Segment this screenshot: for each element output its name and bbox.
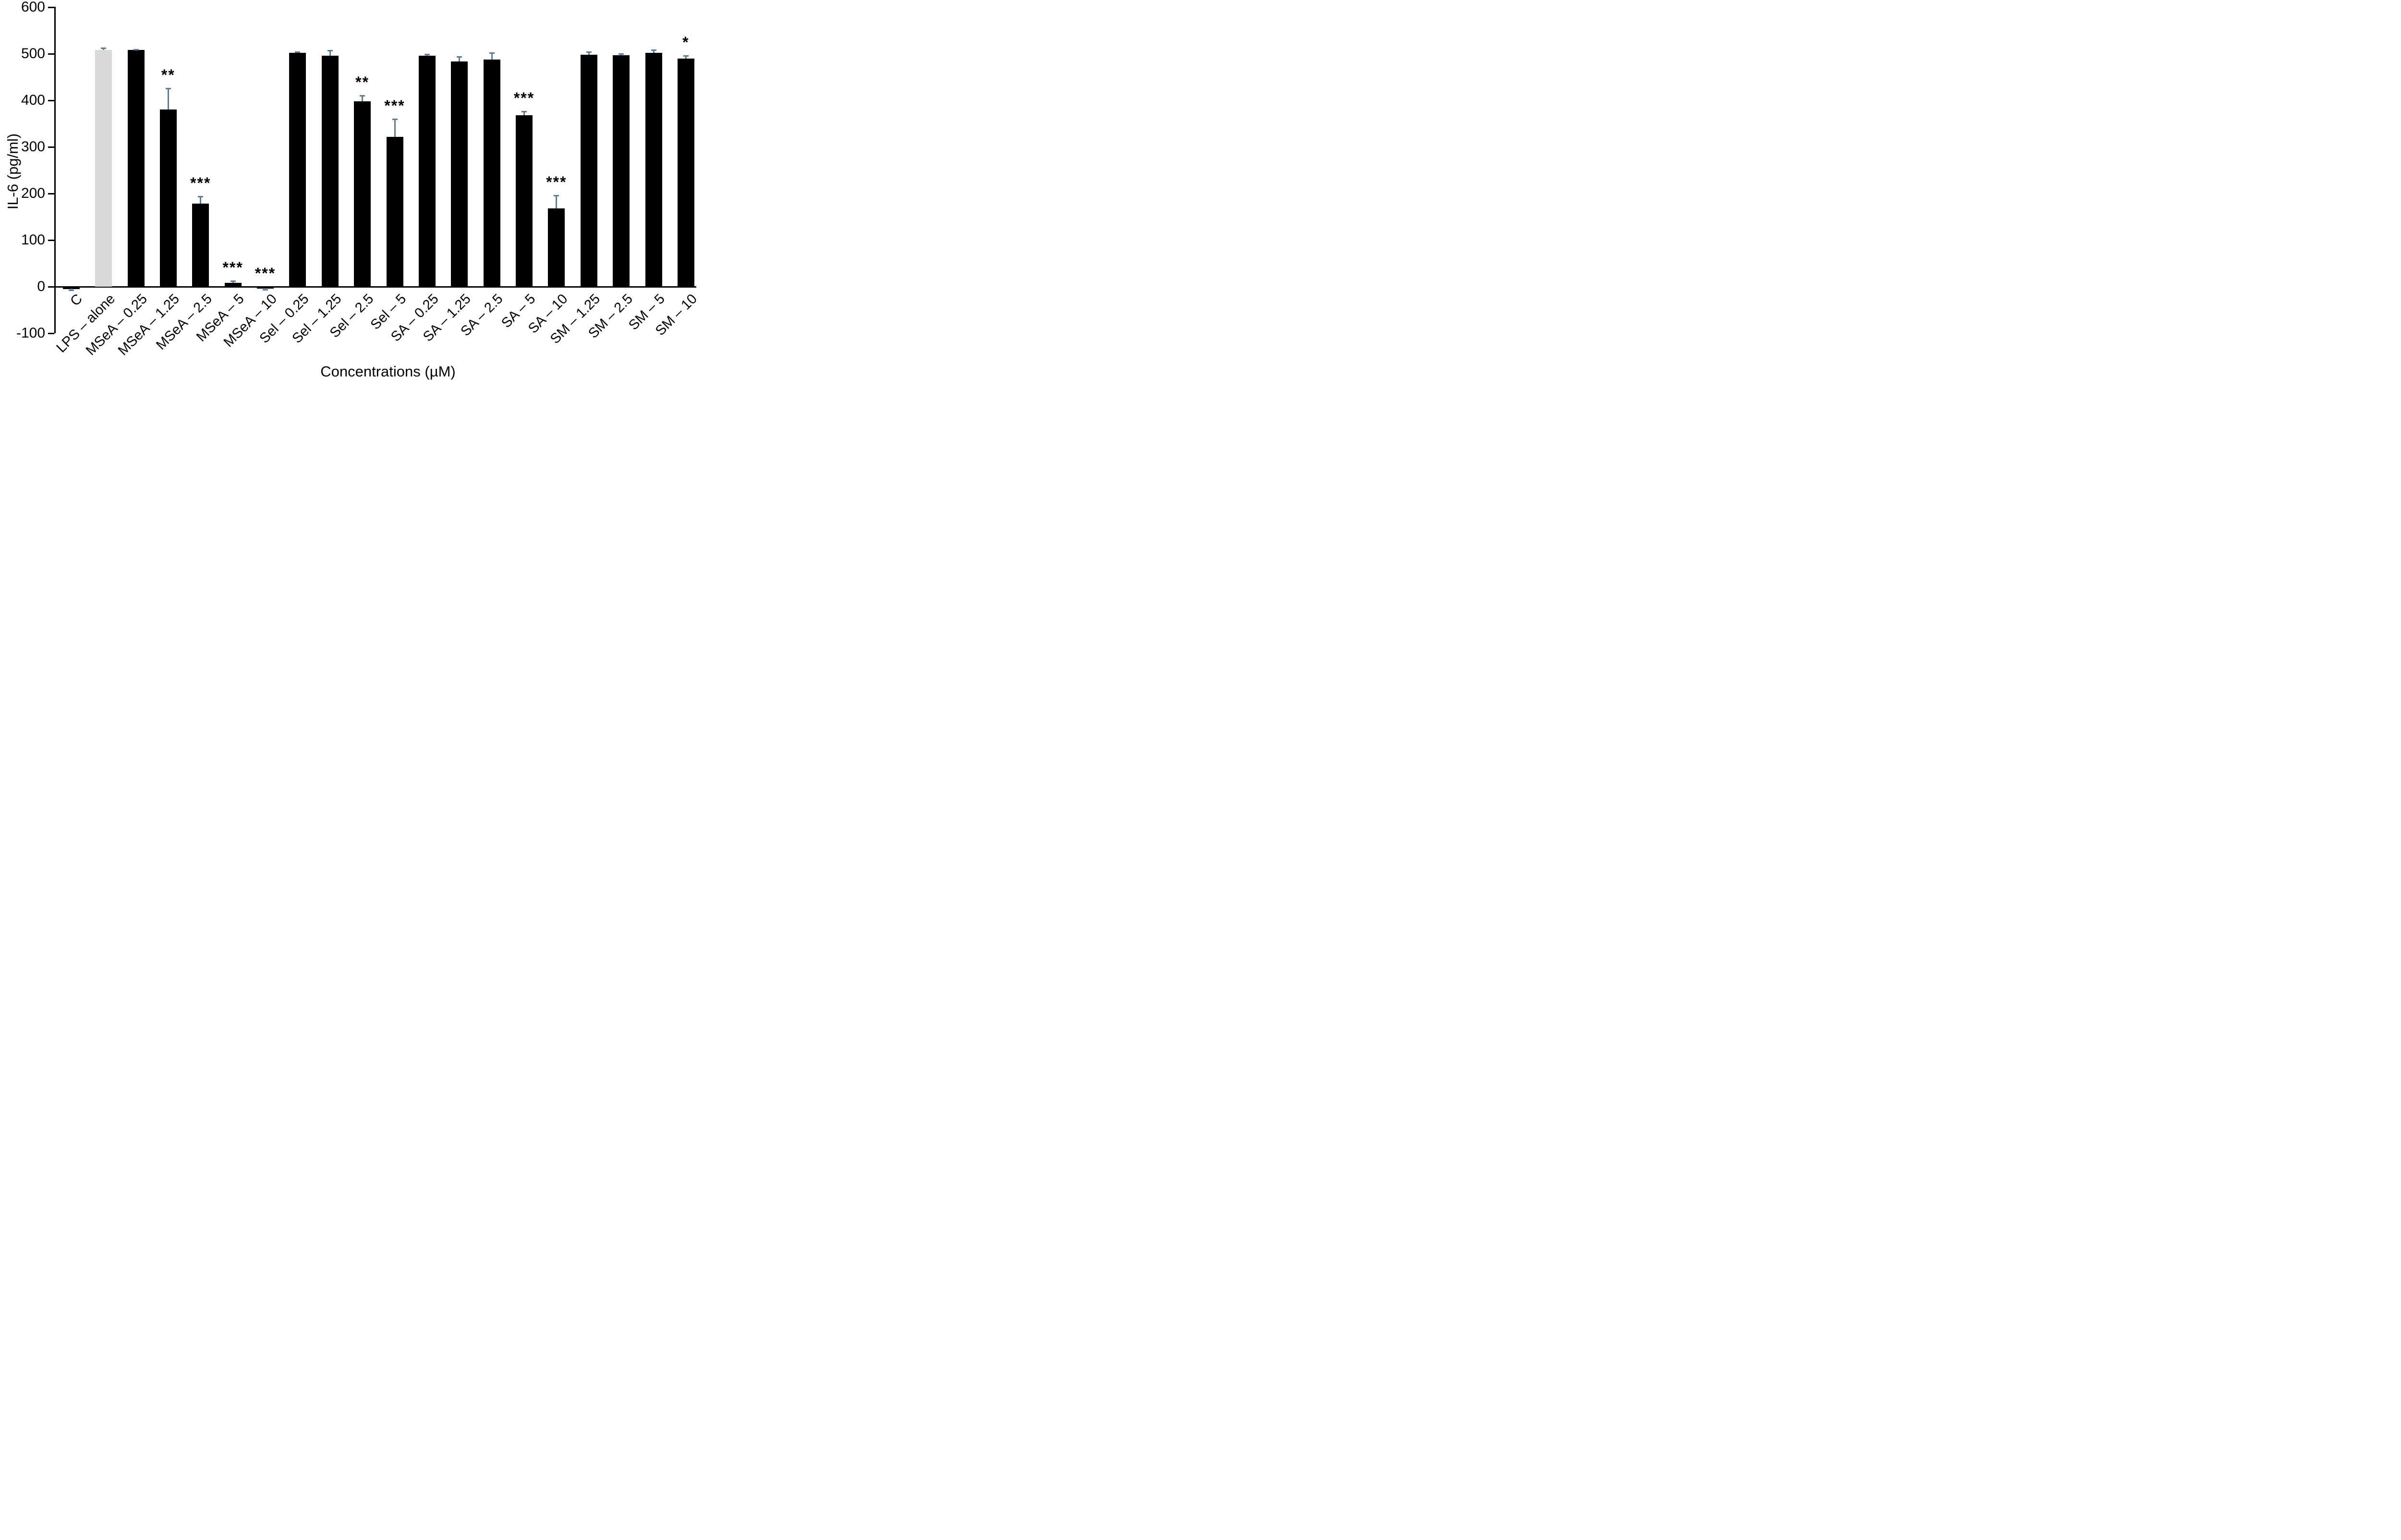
bar — [677, 58, 694, 287]
error-bar-line — [685, 56, 687, 59]
error-bar-cap — [165, 87, 171, 89]
y-tick-label: 500 — [21, 46, 45, 62]
significance-stars: *** — [222, 259, 243, 277]
error-bar-cap — [457, 56, 462, 58]
y-tick-label: 0 — [37, 279, 45, 294]
bar — [354, 101, 371, 287]
bar — [159, 109, 177, 287]
bar — [192, 204, 209, 287]
significance-stars: *** — [384, 97, 405, 114]
bar — [127, 50, 145, 287]
bar — [224, 283, 242, 287]
error-bar-cap — [101, 47, 107, 49]
bar — [645, 53, 662, 287]
y-tick-label: 400 — [21, 92, 45, 109]
error-bar-cap — [651, 49, 656, 51]
error-bar-cap — [521, 111, 527, 113]
bar — [613, 55, 630, 287]
error-bar-line — [329, 50, 331, 56]
y-tick-label: 100 — [21, 232, 45, 248]
significance-stars: *** — [513, 89, 535, 107]
error-bar-cap — [230, 280, 236, 282]
error-bar-cap — [68, 289, 74, 291]
error-bar-cap — [586, 51, 592, 53]
bar — [418, 56, 436, 287]
y-tick-mark — [48, 146, 54, 148]
error-bar-cap — [683, 55, 689, 57]
error-bar-cap — [295, 51, 301, 53]
error-bar-cap — [554, 194, 559, 196]
y-tick-label: -100 — [16, 325, 45, 341]
bar — [516, 115, 533, 287]
error-bar-cap — [392, 118, 398, 120]
error-bar-cap — [424, 54, 430, 56]
error-bar-line — [200, 196, 202, 204]
significance-stars: ** — [355, 73, 370, 91]
y-tick-mark — [48, 7, 54, 9]
bar — [62, 287, 80, 289]
error-bar-line — [167, 88, 169, 109]
y-tick-mark — [48, 240, 54, 242]
bar — [289, 53, 306, 287]
y-tick-mark — [48, 286, 54, 288]
error-bar-cap — [489, 52, 495, 54]
bar — [451, 61, 468, 287]
error-bar-line — [653, 50, 655, 53]
error-bar-line — [556, 195, 558, 209]
error-bar-line — [523, 111, 525, 116]
bar — [548, 208, 565, 287]
error-bar-line — [588, 52, 590, 55]
error-bar-line — [394, 119, 396, 137]
y-tick-label: 600 — [21, 0, 45, 15]
y-tick-label: 300 — [21, 139, 45, 155]
y-tick-mark — [48, 332, 54, 334]
error-bar-line — [491, 53, 493, 60]
x-category-label: C — [67, 291, 86, 309]
significance-stars: ** — [161, 66, 175, 84]
bar — [95, 49, 112, 287]
y-tick-label: 200 — [21, 185, 45, 202]
y-tick-mark — [48, 100, 54, 102]
significance-stars: *** — [546, 173, 567, 191]
error-bar-cap — [263, 289, 268, 291]
bar — [580, 55, 597, 287]
error-bar-cap — [133, 49, 139, 50]
error-bar-line — [459, 57, 461, 61]
y-tick-mark — [48, 193, 54, 195]
error-bar-cap — [618, 53, 624, 55]
y-axis-line — [54, 7, 56, 333]
significance-stars: *** — [255, 265, 276, 282]
bar — [321, 56, 339, 287]
error-bar-cap — [360, 95, 365, 97]
error-bar-cap — [198, 195, 204, 197]
error-bar-line — [70, 288, 72, 290]
bar — [386, 136, 403, 287]
bar — [257, 287, 274, 289]
error-bar-line — [265, 288, 266, 290]
x-axis-title: Concentrations (µM) — [320, 363, 456, 380]
significance-stars: * — [682, 34, 690, 51]
bar-chart-figure: IL-6 (pg/ml) Concentrations (µM) 600 500 4… — [0, 0, 696, 385]
x-axis-line — [54, 286, 696, 288]
significance-stars: *** — [190, 174, 211, 192]
bar — [483, 59, 500, 287]
error-bar-cap — [327, 50, 333, 52]
error-bar-line — [362, 95, 364, 102]
y-tick-mark — [48, 53, 54, 55]
